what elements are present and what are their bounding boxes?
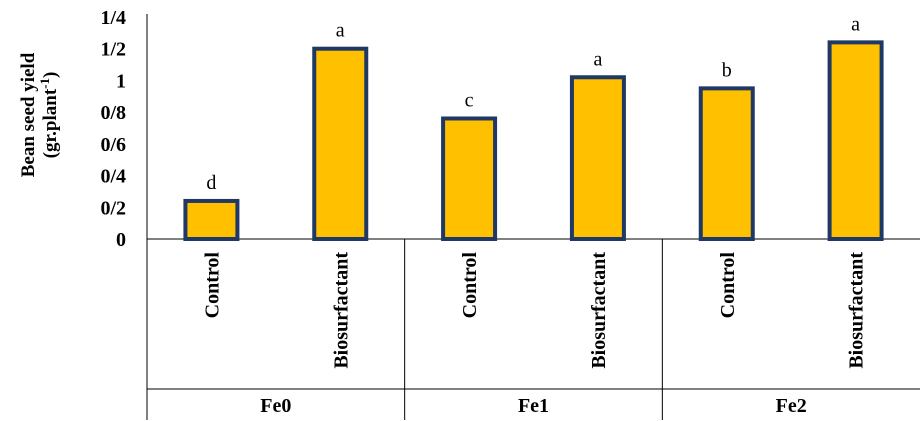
y-axis-label-close: )	[40, 72, 61, 78]
group-label-fe2: Fe2	[776, 395, 807, 417]
y-tick-label: 0/8	[100, 102, 126, 124]
y-tick-label: 0/2	[100, 197, 126, 219]
significance-letter: a	[336, 20, 345, 42]
significance-letter: a	[593, 48, 602, 70]
category-label: Control	[459, 252, 481, 319]
category-label: Biosurfactant	[588, 252, 610, 369]
y-axis-label-line2: (gr.plant-1)	[37, 72, 61, 159]
bar-fe0-biosurfactant	[312, 46, 369, 242]
group-labels: Fe0 Fe1 Fe2	[260, 395, 806, 417]
category-label: Biosurfactant	[846, 252, 868, 369]
group-label-fe0: Fe0	[260, 395, 291, 417]
category-label: Control	[201, 252, 223, 319]
y-axis-label-line1: Bean seed yield	[18, 52, 39, 177]
y-axis-ticks: 0 0/2 0/4 0/6 0/8 1 1/2 1/4	[100, 7, 126, 251]
significance-letter: c	[465, 89, 474, 111]
y-tick-label: 0/6	[100, 134, 126, 156]
significance-letter: b	[722, 59, 732, 81]
y-tick-label: 1	[116, 70, 126, 92]
bar-fe2-biosurfactant	[827, 40, 884, 241]
bars	[183, 40, 884, 242]
bar-fe1-control	[441, 116, 498, 241]
y-tick-label: 0/4	[100, 166, 126, 188]
y-tick-label: 1/4	[100, 7, 126, 29]
y-axis-label-sup: -1	[37, 78, 52, 89]
y-tick-label: 0	[116, 229, 126, 251]
y-tick-label: 1/2	[100, 39, 126, 61]
bar-fe1-biosurfactant	[569, 75, 626, 241]
axes	[146, 14, 920, 420]
group-label-fe1: Fe1	[518, 395, 549, 417]
significance-letters: d a c a b a	[206, 13, 860, 194]
bar-fe2-control	[698, 86, 755, 241]
significance-letter: a	[851, 13, 860, 35]
bar-fe0-control	[183, 198, 240, 241]
category-label: Control	[717, 252, 739, 319]
y-axis-label-unit: (gr.plant	[40, 88, 61, 158]
y-axis-label: Bean seed yield (gr.plant-1)	[18, 52, 61, 177]
significance-letter: d	[206, 172, 216, 194]
category-label: Biosurfactant	[330, 252, 352, 369]
category-labels: Control Biosurfactant Control Biosurfactant…	[201, 252, 867, 369]
